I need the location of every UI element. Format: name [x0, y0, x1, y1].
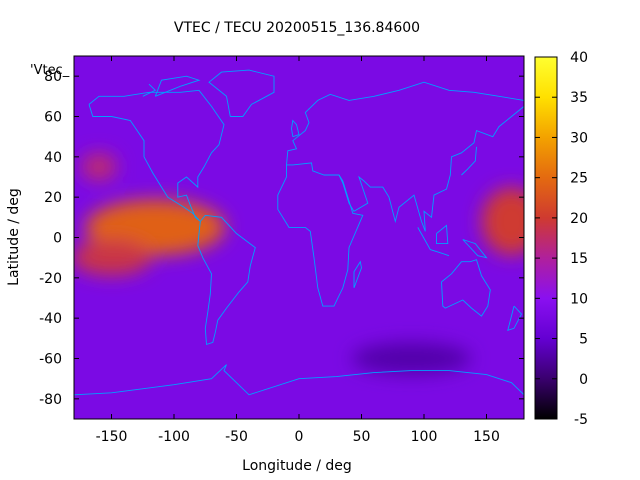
- coastline: [436, 224, 449, 245]
- chart-title: VTEC / TECU 20200515_136.84600: [174, 20, 420, 36]
- x-tick-label: 50: [353, 429, 371, 445]
- coastline: [461, 146, 477, 176]
- colorbar-tick-label: 40: [570, 50, 588, 66]
- y-tick-label: 20: [44, 190, 62, 206]
- y-axis-label: Latitude / deg: [6, 188, 22, 286]
- coastline: [462, 239, 488, 259]
- coastline: [74, 364, 524, 396]
- coastline: [441, 259, 491, 317]
- y-axis-ticks: -80 -60 -40 -20 0 20 40 60 80: [39, 69, 524, 408]
- heatmap-feature: [74, 239, 152, 276]
- x-tick-label: -50: [225, 429, 248, 445]
- y-tick-label: -80: [39, 392, 62, 408]
- x-tick-label: -150: [96, 429, 128, 445]
- heatmap-feature: [81, 152, 117, 181]
- y-tick-label: 40: [44, 150, 62, 166]
- x-tick-label: 100: [411, 429, 438, 445]
- colorbar-tick-label: 10: [570, 291, 588, 307]
- series-key-label: 'Vtec_: [30, 63, 70, 78]
- colorbar-tick-label: -5: [574, 412, 588, 428]
- coastline: [277, 162, 364, 307]
- coastline: [417, 227, 450, 257]
- y-tick-label: 0: [53, 231, 62, 247]
- colorbar-tick-label: 0: [579, 372, 588, 388]
- colorbar: [534, 56, 558, 420]
- colorbar-tick-label: 15: [570, 251, 588, 267]
- coastline: [507, 305, 523, 331]
- coastline: [291, 119, 300, 138]
- colorbar-tick-label: 30: [570, 130, 588, 146]
- colorbar-ticks: -5 0 5 10 15 20 25 30 35 40: [535, 50, 588, 428]
- coastline: [208, 69, 275, 117]
- y-tick-label: 60: [44, 110, 62, 126]
- x-axis-ticks: -150 -100 -50 0 50 100 150: [96, 56, 500, 445]
- x-tick-label: -100: [158, 429, 190, 445]
- x-axis-label: Longitude / deg: [242, 458, 352, 474]
- y-tick-label: 80: [44, 69, 62, 85]
- colorbar-tick-label: 20: [570, 211, 588, 227]
- coastline: [338, 106, 524, 232]
- colorbar-tick-label: 35: [570, 90, 588, 106]
- coastline: [197, 214, 256, 346]
- coastline: [286, 81, 524, 165]
- y-tick-label: -40: [39, 311, 62, 327]
- x-tick-label: 150: [473, 429, 500, 445]
- tec-heatmap: [74, 56, 524, 419]
- y-tick-label: -20: [39, 271, 62, 287]
- heatmap-feature: [481, 187, 524, 256]
- y-tick-label: -60: [39, 352, 62, 368]
- colorbar-tick-label: 25: [570, 171, 588, 187]
- coastlines: [74, 69, 524, 396]
- heatmap-feature: [351, 342, 472, 375]
- x-tick-label: 0: [295, 429, 304, 445]
- colorbar-tick-label: 5: [579, 332, 588, 348]
- coastline: [88, 89, 225, 222]
- coastline: [154, 75, 201, 97]
- coastline: [353, 260, 362, 289]
- coastline: [142, 83, 157, 97]
